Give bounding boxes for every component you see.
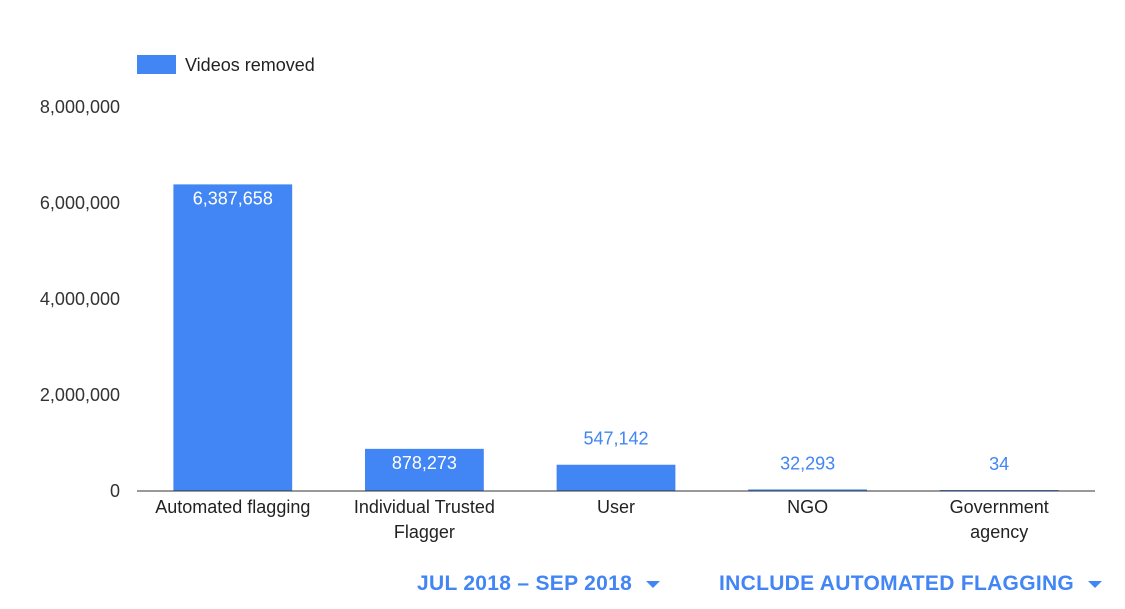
data-label: 32,293 bbox=[780, 453, 835, 473]
y-tick-label: 8,000,000 bbox=[40, 97, 120, 117]
x-tick-label: agency bbox=[970, 522, 1028, 542]
legend: Videos removed bbox=[137, 55, 315, 75]
bars: 6,387,658 878,273 547,142 32,293 34 bbox=[173, 184, 1059, 492]
period-dropdown-label: JUL 2018 – SEP 2018 bbox=[417, 572, 633, 595]
flagging-dropdown-label: INCLUDE AUTOMATED FLAGGING bbox=[719, 572, 1075, 595]
bar[interactable] bbox=[748, 489, 867, 491]
x-tick-label: Government bbox=[950, 497, 1049, 517]
bar[interactable] bbox=[556, 464, 676, 491]
chevron-down-icon bbox=[1088, 580, 1103, 588]
y-tick-label: 2,000,000 bbox=[40, 385, 120, 405]
period-dropdown[interactable]: JUL 2018 – SEP 2018 bbox=[417, 572, 661, 596]
bar[interactable] bbox=[173, 184, 293, 492]
x-axis: Automated flagging Individual Trusted Flag… bbox=[155, 497, 1048, 542]
x-tick-label: Flagger bbox=[394, 522, 455, 542]
y-tick-label: 4,000,000 bbox=[40, 289, 120, 309]
x-tick-label: Individual Trusted bbox=[354, 497, 495, 517]
bar-chart: Videos removed 0 2,000,000 4,000,000 6,000,… bbox=[40, 55, 1095, 542]
bar[interactable] bbox=[365, 448, 484, 491]
data-label: 34 bbox=[989, 454, 1009, 474]
legend-label: Videos removed bbox=[185, 55, 315, 75]
data-label: 6,387,658 bbox=[193, 188, 273, 208]
y-axis: 0 2,000,000 4,000,000 6,000,000 8,000,000 bbox=[40, 97, 120, 501]
y-tick-label: 6,000,000 bbox=[40, 193, 120, 213]
x-tick-label: NGO bbox=[787, 497, 828, 517]
filter-controls: JUL 2018 – SEP 2018 INCLUDE AUTOMATED FL… bbox=[0, 572, 1125, 602]
chevron-down-icon bbox=[646, 580, 661, 588]
data-label: 878,273 bbox=[392, 453, 457, 473]
x-tick-label: User bbox=[597, 497, 635, 517]
y-tick-label: 0 bbox=[110, 481, 120, 501]
flagging-dropdown[interactable]: INCLUDE AUTOMATED FLAGGING bbox=[719, 572, 1103, 596]
legend-swatch bbox=[137, 55, 176, 74]
data-label: 547,142 bbox=[583, 429, 648, 449]
x-tick-label: Automated flagging bbox=[155, 497, 310, 517]
